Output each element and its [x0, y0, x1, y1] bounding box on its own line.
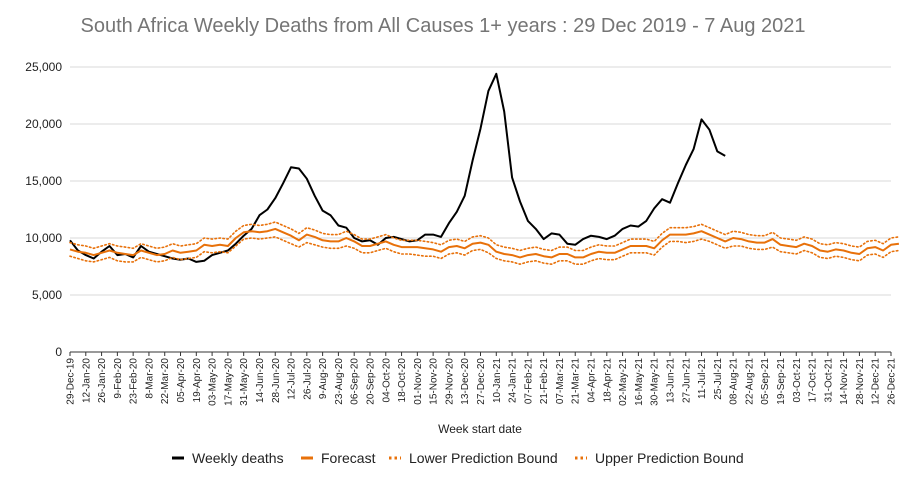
x-tick-label: 29-Dec-19 [66, 358, 77, 405]
x-tick-label: 22-Aug-21 [744, 358, 755, 405]
x-tick-label: 06-Sep-20 [350, 358, 361, 405]
x-tick-label: 05-Sep-21 [760, 358, 771, 405]
x-tick-label: 23-Aug-20 [334, 358, 345, 405]
series-line-3 [69, 221, 900, 252]
series-layer [69, 72, 900, 266]
series-line-2 [69, 236, 900, 266]
y-tick-label: 20,000 [25, 117, 62, 131]
legend-item: Upper Prediction Bound [575, 450, 744, 466]
y-tick-label: 25,000 [25, 60, 62, 74]
x-tick-label: 03-May-20 [208, 358, 219, 406]
x-tick-label: 25-Jul-21 [713, 358, 724, 400]
x-tick-label: 29-Nov-20 [444, 358, 455, 405]
x-tick-label: 12-Jul-20 [287, 358, 298, 400]
x-tick-label: 12-Dec-21 [871, 358, 882, 405]
x-tick-label: 31-Oct-21 [823, 358, 834, 403]
x-tick-label: 20-Sep-20 [365, 358, 376, 405]
x-tick-label: 07-Mar-21 [555, 358, 566, 405]
chart-title: South Africa Weekly Deaths from All Caus… [80, 15, 806, 37]
x-tick-label: 31-May-20 [239, 358, 250, 406]
y-tick-label: 10,000 [25, 231, 62, 245]
x-tick-label: 08-Aug-21 [729, 358, 740, 405]
x-tick-label: 16-May-21 [634, 358, 645, 406]
legend-label: Upper Prediction Bound [595, 450, 744, 466]
x-tick-label: 27-Jun-21 [681, 358, 692, 403]
x-tick-label: 03-Oct-21 [792, 358, 803, 403]
x-tick-label: 26-Dec-21 [887, 358, 898, 405]
x-tick-label: 12-Jan-20 [81, 358, 92, 403]
x-tick-label: 13-Dec-20 [460, 358, 471, 405]
x-tick-label: 21-Feb-21 [539, 358, 550, 405]
legend-item: Weekly deaths [172, 450, 284, 466]
legend-item: Forecast [301, 450, 376, 466]
x-tick-label: 14-Nov-21 [839, 358, 850, 405]
x-tick-label: 24-Jan-21 [508, 358, 519, 403]
x-tick-label: 18-Oct-20 [397, 358, 408, 403]
x-tick-label: 9-Aug-20 [318, 358, 329, 400]
axis-layer: 0 5,000 10,000 15,000 20,000 25,000 29-Dec-19 1… [25, 60, 897, 406]
x-tick-label: 21-Mar-21 [571, 358, 582, 405]
x-tick-label: 14-Jun-20 [255, 358, 266, 403]
x-tick-label: 9-Feb-20 [113, 358, 124, 399]
legend: Weekly deaths Forecast Lower Prediction Bo… [172, 450, 744, 466]
x-tick-label: 19-Sep-21 [776, 358, 787, 405]
x-tick-label: 19-Apr-20 [192, 358, 203, 403]
x-tick-label: 05-Apr-20 [176, 358, 187, 403]
y-tick-label: 0 [55, 345, 62, 359]
x-tick-label: 15-Nov-20 [429, 358, 440, 405]
x-tick-label: 10-Jan-21 [492, 358, 503, 403]
series-line-1 [69, 227, 900, 259]
y-tick-label: 15,000 [25, 174, 62, 188]
grid-layer [70, 66, 891, 353]
x-tick-label: 23-Feb-20 [129, 358, 140, 405]
legend-label: Lower Prediction Bound [409, 450, 558, 466]
legend-label: Forecast [321, 450, 376, 466]
x-tick-label: 13-Jun-21 [665, 358, 676, 403]
x-tick-label: 27-Dec-20 [476, 358, 487, 405]
x-tick-label: 01-Nov-20 [413, 358, 424, 405]
x-tick-label: 02-May-21 [618, 358, 629, 406]
x-tick-label: 04-Oct-20 [381, 358, 392, 403]
x-tick-label: 26-Jul-20 [302, 358, 313, 400]
x-tick-label: 30-May-21 [650, 358, 661, 406]
x-tick-label: 8-Mar-20 [144, 358, 155, 399]
series-line-0 [69, 72, 726, 263]
legend-label: Weekly deaths [192, 450, 284, 466]
x-tick-label: 18-Apr-21 [602, 358, 613, 403]
x-tick-label: 11-Jul-21 [697, 358, 708, 399]
x-axis-title: Week start date [438, 422, 522, 436]
x-tick-label: 26-Jan-20 [97, 358, 108, 403]
x-tick-label: 17-May-20 [223, 358, 234, 406]
x-tick-label: 22-Mar-20 [160, 358, 171, 405]
x-tick-label: 17-Oct-21 [808, 358, 819, 403]
x-tick-label: 04-Apr-21 [587, 358, 598, 403]
x-tick-label: 28-Nov-21 [855, 358, 866, 405]
x-tick-label: 28-Jun-20 [271, 358, 282, 403]
x-tick-label: 07-Feb-21 [523, 358, 534, 405]
legend-item: Lower Prediction Bound [389, 450, 558, 466]
y-tick-label: 5,000 [32, 288, 62, 302]
